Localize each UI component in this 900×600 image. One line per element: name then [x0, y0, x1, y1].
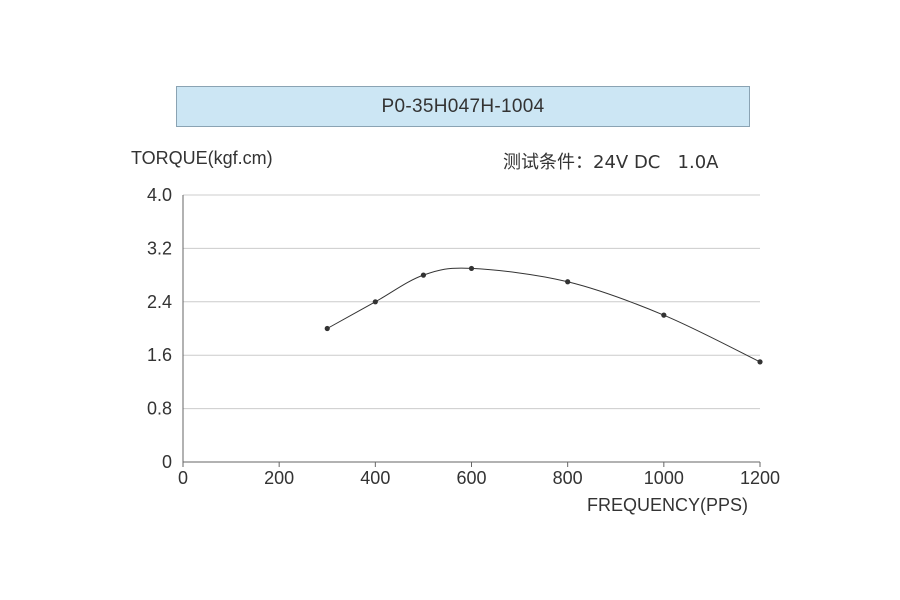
model-title: P0-35H047H-1004 [381, 95, 545, 117]
data-point [372, 299, 378, 305]
data-points [324, 265, 763, 365]
y-axis-label: TORQUE(kgf.cm) [131, 148, 273, 168]
torque-curve [327, 267, 761, 363]
data-point [661, 312, 667, 318]
x-tick-label: 1200 [740, 468, 780, 488]
x-axis-label: FREQUENCY(PPS) [587, 495, 748, 515]
model-title-box: P0-35H047H-1004 [176, 86, 750, 127]
x-tick-label: 800 [553, 468, 583, 488]
y-tick-label: 2.4 [147, 292, 172, 312]
data-point [324, 325, 330, 332]
axes [182, 195, 761, 467]
data-point [757, 359, 763, 365]
data-point [565, 279, 571, 285]
y-tick-label: 0 [162, 452, 172, 472]
test-conditions: 测试条件：24V DC 1.0A [503, 152, 719, 173]
x-tick-label: 400 [360, 468, 390, 488]
grid-lines [183, 194, 760, 410]
y-tick-label: 4.0 [147, 185, 172, 205]
x-tick-label: 0 [178, 468, 188, 488]
x-tick-label: 1000 [644, 468, 684, 488]
x-tick-labels: 0 200 400 600 800 1000 1200 [178, 468, 780, 488]
data-point [420, 272, 427, 278]
x-tick-label: 600 [456, 468, 486, 488]
y-tick-label: 1.6 [147, 345, 172, 365]
y-tick-label: 0.8 [147, 399, 172, 419]
y-tick-label: 3.2 [147, 238, 172, 258]
data-point [468, 265, 475, 272]
x-tick-label: 200 [264, 468, 294, 488]
y-tick-labels: 0 0.8 1.6 2.4 3.2 4.0 [147, 185, 172, 472]
